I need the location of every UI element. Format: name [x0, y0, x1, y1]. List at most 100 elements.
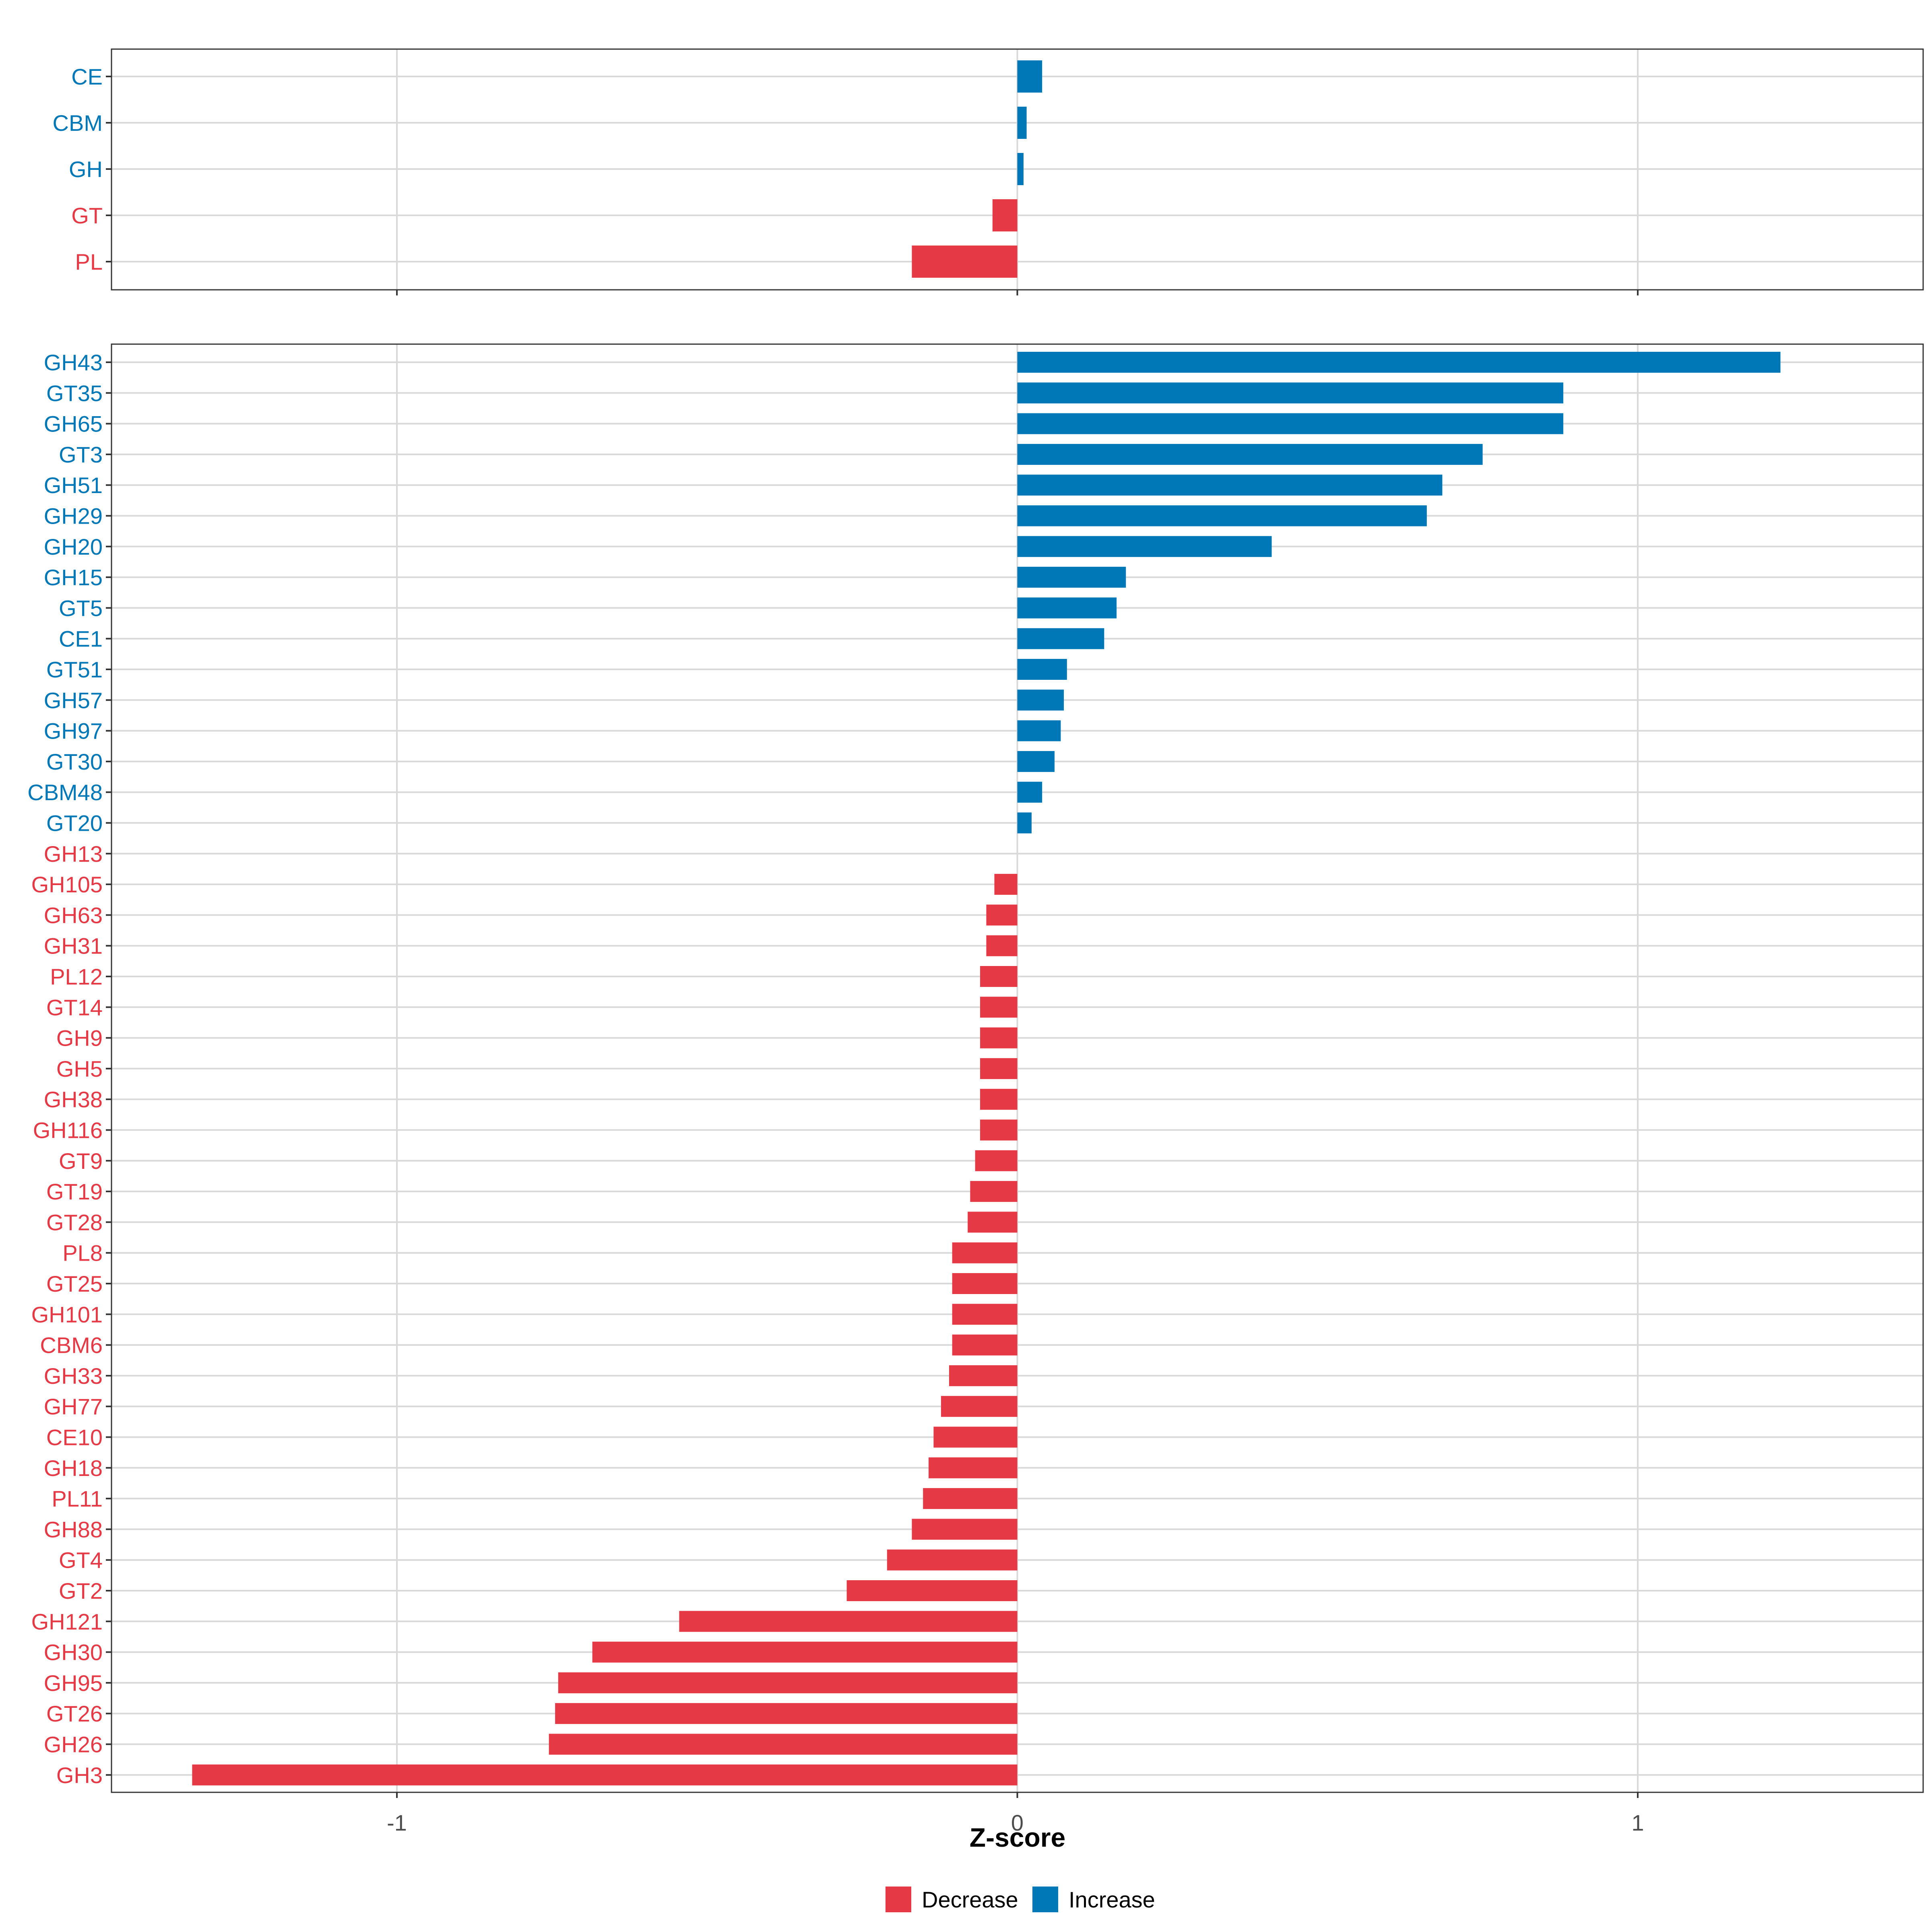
bar-gh26: [549, 1734, 1018, 1755]
y-label-cbm48: CBM48: [27, 780, 103, 805]
bar-gh5: [980, 1058, 1018, 1079]
y-label-gt9: GT9: [59, 1148, 103, 1174]
y-label-gt51: GT51: [46, 657, 103, 682]
bar-gh15: [1017, 567, 1126, 588]
bar-gh33: [949, 1365, 1018, 1386]
y-label-gh77: GH77: [44, 1394, 103, 1419]
bar-gt28: [968, 1212, 1018, 1233]
bar-gt25: [952, 1273, 1018, 1294]
legend-key-decrease: [886, 1887, 911, 1912]
bar-gh105: [994, 874, 1018, 895]
bar-gt30: [1017, 751, 1055, 772]
y-label-gh20: GH20: [44, 534, 103, 559]
y-label-gh105: GH105: [31, 872, 103, 897]
bar-gh31: [986, 935, 1018, 956]
y-label-gh26: GH26: [44, 1732, 103, 1757]
y-label-pl8: PL8: [62, 1241, 103, 1266]
bar-gt5: [1017, 597, 1117, 619]
bar-gt4: [887, 1549, 1018, 1571]
bar-cbm48: [1017, 782, 1042, 803]
bar-gt20: [1017, 812, 1032, 834]
y-label-gt28: GT28: [46, 1210, 103, 1235]
y-label-gh43: GH43: [44, 350, 103, 375]
y-label-gh33: GH33: [44, 1363, 103, 1389]
y-label-gt35: GT35: [46, 380, 103, 406]
y-label-pl12: PL12: [50, 964, 103, 989]
y-label-gt26: GT26: [46, 1701, 103, 1726]
bar-gh: [1017, 153, 1024, 185]
bar-gt: [992, 199, 1018, 231]
bar-gh30: [592, 1641, 1018, 1663]
y-label-pl11: PL11: [52, 1486, 103, 1511]
x-tick-label: 1: [1631, 1810, 1644, 1835]
bar-gt19: [970, 1181, 1018, 1202]
y-label-cbm: CBM: [53, 110, 103, 136]
y-label-ce: CE: [71, 64, 103, 89]
bar-pl12: [980, 966, 1018, 987]
bar-ce: [1017, 60, 1042, 93]
bar-cbm6: [952, 1334, 1018, 1356]
bar-gt2: [846, 1580, 1018, 1601]
y-label-gt5: GT5: [59, 595, 103, 621]
legend-key-increase: [1032, 1887, 1058, 1912]
label-layer: CECBMGHGTPLGH43GT35GH65GT3GH51GH29GH20GH…: [27, 64, 1644, 1835]
y-label-gh5: GH5: [56, 1056, 103, 1082]
y-label-gh121: GH121: [31, 1609, 103, 1634]
bar-gh3: [192, 1764, 1018, 1785]
y-label-gh15: GH15: [44, 565, 103, 590]
y-label-ce10: CE10: [46, 1425, 103, 1450]
bar-gh43: [1017, 352, 1781, 373]
bar-gh88: [912, 1519, 1018, 1540]
bar-gh9: [980, 1027, 1018, 1049]
y-label-gh30: GH30: [44, 1640, 103, 1665]
bar-gt51: [1017, 659, 1067, 680]
x-tick-label: -1: [387, 1810, 407, 1835]
bar-gt35: [1017, 382, 1563, 404]
y-label-gh31: GH31: [44, 933, 103, 959]
y-label-gh29: GH29: [44, 504, 103, 529]
y-label-gh63: GH63: [44, 902, 103, 928]
legend: Decrease Increase: [886, 1887, 1155, 1912]
bar-ce10: [933, 1426, 1018, 1448]
bar-ce1: [1017, 628, 1104, 649]
y-label-gt20: GT20: [46, 811, 103, 836]
y-label-gh95: GH95: [44, 1670, 103, 1696]
bar-gh101: [952, 1304, 1018, 1325]
y-label-gt4: GT4: [59, 1548, 103, 1573]
y-label-gt19: GT19: [46, 1179, 103, 1204]
y-label-pl: PL: [75, 249, 103, 275]
y-label-gh88: GH88: [44, 1517, 103, 1542]
y-label-gt2: GT2: [59, 1578, 103, 1604]
bar-gh20: [1017, 536, 1272, 557]
y-label-gh3: GH3: [56, 1763, 103, 1788]
x-tick-label: 0: [1011, 1810, 1024, 1835]
bar-gh38: [980, 1089, 1018, 1110]
bar-gh51: [1017, 475, 1443, 496]
y-label-gh65: GH65: [44, 411, 103, 437]
y-label-gh9: GH9: [56, 1026, 103, 1051]
y-label-gh38: GH38: [44, 1087, 103, 1112]
bar-gh63: [986, 904, 1018, 926]
bar-pl11: [923, 1488, 1018, 1509]
bar-gh18: [929, 1457, 1018, 1478]
bar-gt9: [975, 1150, 1018, 1171]
y-label-gt3: GT3: [59, 442, 103, 467]
bar-cbm: [1017, 107, 1027, 139]
bar-gt26: [555, 1703, 1018, 1724]
bar-gh97: [1017, 720, 1061, 741]
y-label-ce1: CE1: [59, 626, 103, 652]
bar-pl8: [952, 1242, 1018, 1263]
legend-label-increase: Increase: [1069, 1887, 1155, 1912]
y-label-gt: GT: [71, 203, 103, 228]
y-label-cbm6: CBM6: [40, 1333, 103, 1358]
y-label-gt30: GT30: [46, 749, 103, 774]
bar-gt14: [980, 997, 1018, 1018]
bar-gh65: [1017, 413, 1563, 434]
bar-gh57: [1017, 689, 1064, 711]
bars-layer: [192, 60, 1781, 1785]
y-label-gh51: GH51: [44, 473, 103, 498]
bar-pl: [912, 246, 1018, 278]
y-label-gh57: GH57: [44, 687, 103, 713]
